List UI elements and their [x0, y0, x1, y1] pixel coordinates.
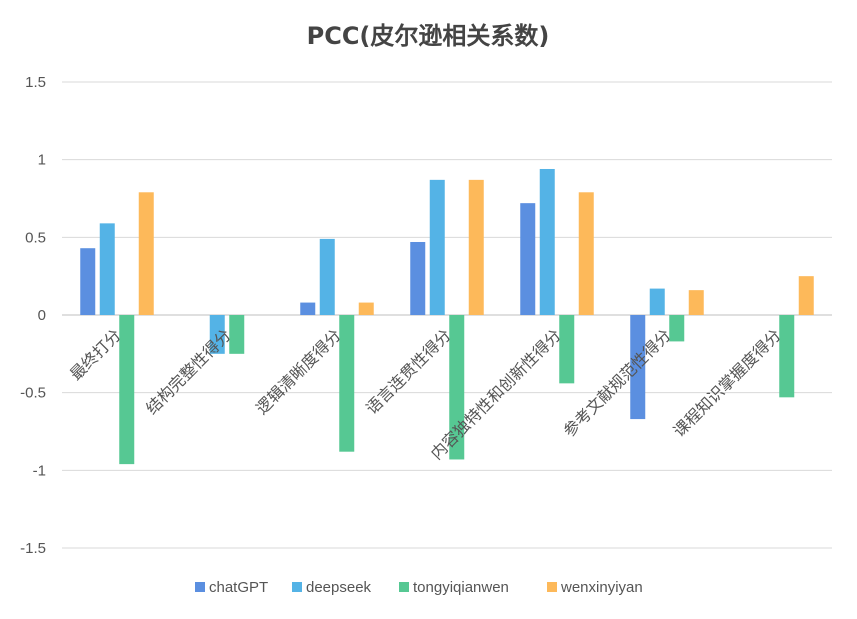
bar-chatGPT-3	[410, 241, 426, 315]
bar-chatGPT-2	[300, 302, 316, 315]
y-tick-label: 1	[38, 152, 46, 169]
bar-tongyiqianwen-2	[339, 315, 355, 452]
bar-wenxinyiyan-3	[468, 179, 484, 315]
legend-label: deepseek	[306, 579, 372, 596]
x-tick-label: 逻辑清晰度得分	[252, 325, 345, 418]
x-tick-label: 课程知识掌握度得分	[670, 325, 785, 440]
x-tick-label: 内容独特性和创新性得分	[427, 325, 565, 463]
legend-swatch-wenxinyiyan	[547, 582, 557, 592]
bar-deepseek-2	[319, 238, 335, 315]
bar-tongyiqianwen-0	[119, 315, 135, 465]
legend-label: tongyiqianwen	[413, 579, 509, 596]
x-axis-ticks: 最终打分 结构完整性得分 逻辑清晰度得分 语言连贯性得分内容独特性和创新性得分参考文献…	[66, 325, 785, 463]
bar-wenxinyiyan-2	[358, 302, 374, 315]
bar-deepseek-3	[429, 179, 445, 315]
bar-tongyiqianwen-1	[229, 315, 245, 354]
bar-deepseek-5	[649, 288, 665, 315]
bar-wenxinyiyan-4	[578, 192, 594, 315]
x-tick-label: 结构完整性得分	[142, 325, 235, 418]
bar-chatGPT-5	[630, 315, 646, 420]
bar-deepseek-1	[209, 315, 225, 354]
chart-title: PCC(皮尔逊相关系数)	[307, 22, 550, 50]
y-tick-label: -1	[33, 462, 46, 479]
legend-swatch-tongyiqianwen	[399, 582, 409, 592]
y-axis-ticks: -1.5 -1 -0.5 0 0.5 1 1.5	[20, 74, 46, 557]
y-tick-label: -0.5	[20, 385, 46, 402]
bar-chatGPT-4	[520, 203, 536, 315]
x-tick-label: 参考文献规范性得分	[560, 325, 675, 440]
bar-deepseek-0	[99, 223, 115, 315]
legend-label: wenxinyiyan	[560, 579, 643, 596]
x-tick-label: 最终打分	[66, 325, 125, 384]
bar-tongyiqianwen-6	[779, 315, 795, 398]
bar-wenxinyiyan-6	[798, 276, 814, 315]
bar-tongyiqianwen-4	[559, 315, 575, 384]
bar-chatGPT-0	[80, 248, 96, 315]
y-tick-label: 0	[38, 307, 46, 324]
y-tick-label: -1.5	[20, 540, 46, 557]
legend: chatGPT deepseek tongyiqianwen wenxinyiyan	[195, 579, 643, 596]
y-tick-label: 0.5	[25, 229, 46, 246]
y-tick-label: 1.5	[25, 74, 46, 91]
bar-tongyiqianwen-5	[669, 315, 685, 342]
bars	[80, 168, 814, 465]
bar-tongyiqianwen-3	[449, 315, 465, 460]
x-tick-label: 语言连贯性得分	[362, 325, 455, 418]
legend-swatch-deepseek	[292, 582, 302, 592]
bar-wenxinyiyan-5	[688, 290, 704, 315]
bar-deepseek-4	[539, 168, 555, 315]
legend-swatch-chatGPT	[195, 582, 205, 592]
bar-wenxinyiyan-0	[138, 192, 154, 315]
gridlines	[62, 81, 832, 549]
legend-label: chatGPT	[209, 579, 268, 596]
